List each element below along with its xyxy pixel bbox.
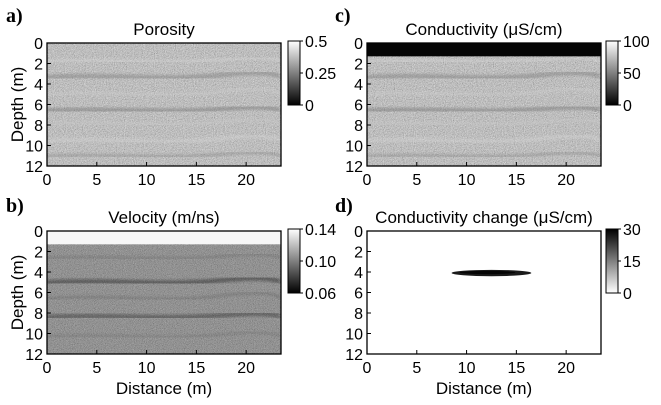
y-tick-label: 2 <box>34 245 43 262</box>
x-tick-label: 15 <box>507 360 525 377</box>
panel-title: Velocity (m/ns) <box>108 208 219 227</box>
y-tick-label: 12 <box>25 159 43 176</box>
y-axis-label: Depth (m) <box>8 255 27 331</box>
y-tick-label: 0 <box>34 36 43 53</box>
x-tick-label: 10 <box>138 360 156 377</box>
colorbar-tick-label: 0.5 <box>305 34 327 51</box>
x-tick-label: 5 <box>412 172 421 189</box>
y-tick-label: 4 <box>354 77 363 94</box>
y-tick-label: 10 <box>25 327 43 344</box>
field-background <box>367 231 601 354</box>
x-tick-label: 20 <box>237 172 255 189</box>
x-tick-label: 10 <box>458 172 476 189</box>
panel-label: b) <box>6 195 24 217</box>
x-tick-label: 20 <box>237 360 255 377</box>
panel-title: Conductivity change (μS/cm) <box>375 208 593 227</box>
y-tick-label: 2 <box>34 57 43 74</box>
y-tick-label: 2 <box>354 57 363 74</box>
y-tick-label: 6 <box>34 286 43 303</box>
y-tick-label: 4 <box>354 265 363 282</box>
panel-label: a) <box>6 5 23 27</box>
x-tick-label: 0 <box>43 360 52 377</box>
panel-title: Porosity <box>133 20 195 39</box>
panel-image <box>367 231 601 354</box>
y-tick-label: 12 <box>345 159 363 176</box>
colorbar-tick-label: 0.25 <box>305 66 336 83</box>
y-tick-label: 0 <box>354 36 363 53</box>
y-tick-label: 6 <box>354 98 363 115</box>
y-tick-label: 8 <box>34 306 43 323</box>
y-tick-label: 4 <box>34 77 43 94</box>
colorbar-tick-label: 0.10 <box>305 254 336 271</box>
panel-label: c) <box>335 5 351 27</box>
panel-image <box>47 231 281 354</box>
panel-title: Conductivity (μS/cm) <box>405 20 562 39</box>
y-tick-label: 10 <box>345 327 363 344</box>
top-layer <box>47 231 281 245</box>
y-tick-label: 0 <box>354 224 363 241</box>
y-tick-label: 10 <box>345 139 363 156</box>
y-tick-label: 6 <box>354 286 363 303</box>
colorbar <box>605 228 619 294</box>
x-tick-label: 20 <box>557 172 575 189</box>
x-tick-label: 15 <box>187 360 205 377</box>
x-tick-label: 5 <box>92 172 101 189</box>
colorbar <box>287 40 301 106</box>
colorbar <box>605 40 619 106</box>
panel-image <box>367 43 601 166</box>
x-tick-label: 15 <box>507 172 525 189</box>
y-tick-label: 8 <box>354 118 363 135</box>
colorbar-tick-label: 30 <box>623 222 641 239</box>
colorbar-tick-label: 0 <box>305 98 314 115</box>
y-tick-label: 10 <box>25 139 43 156</box>
conductivity-anomaly-core <box>459 270 516 275</box>
colorbar-tick-label: 0 <box>623 98 632 115</box>
x-tick-label: 15 <box>187 172 205 189</box>
panel-label: d) <box>335 195 353 217</box>
colorbar-tick-label: 0.06 <box>305 286 336 303</box>
field-grain <box>47 43 281 166</box>
y-tick-label: 12 <box>345 347 363 364</box>
field-grain <box>47 231 281 354</box>
y-tick-label: 8 <box>34 118 43 135</box>
x-tick-label: 20 <box>557 360 575 377</box>
top-layer <box>367 43 601 57</box>
x-axis-label: Distance (m) <box>436 379 532 398</box>
y-tick-label: 6 <box>34 98 43 115</box>
y-tick-label: 8 <box>354 306 363 323</box>
x-tick-label: 10 <box>458 360 476 377</box>
x-tick-label: 10 <box>138 172 156 189</box>
y-tick-label: 2 <box>354 245 363 262</box>
field-grain <box>367 43 601 166</box>
colorbar-tick-label: 15 <box>623 254 641 271</box>
x-axis-label: Distance (m) <box>116 379 212 398</box>
y-tick-label: 12 <box>25 347 43 364</box>
colorbar <box>287 228 301 294</box>
x-tick-label: 0 <box>363 360 372 377</box>
panel-image <box>47 43 281 166</box>
y-axis-label: Depth (m) <box>8 67 27 143</box>
colorbar-tick-label: 0.14 <box>305 222 336 239</box>
x-tick-label: 5 <box>412 360 421 377</box>
y-tick-label: 4 <box>34 265 43 282</box>
colorbar-tick-label: 0 <box>623 286 632 303</box>
x-tick-label: 0 <box>43 172 52 189</box>
colorbar-tick-label: 50 <box>623 66 641 83</box>
x-tick-label: 0 <box>363 172 372 189</box>
colorbar-tick-label: 100 <box>623 34 650 51</box>
y-tick-label: 0 <box>34 224 43 241</box>
x-tick-label: 5 <box>92 360 101 377</box>
